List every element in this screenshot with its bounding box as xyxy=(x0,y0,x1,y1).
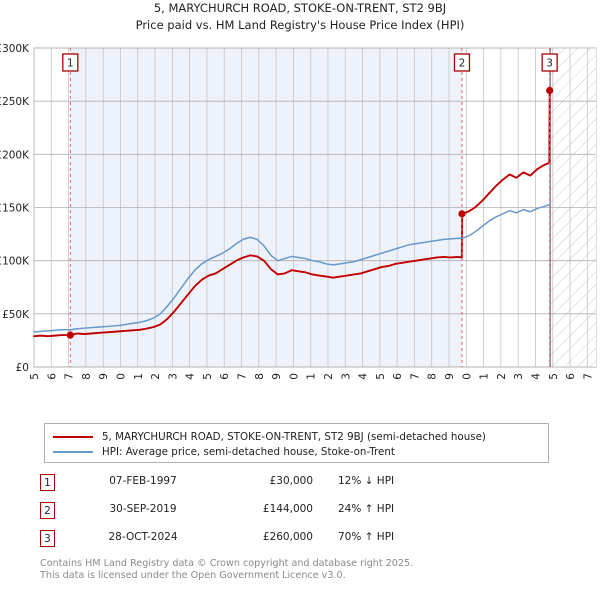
txn-price-3: £260,000 xyxy=(262,531,313,543)
x-axis-tick-label: 2012 xyxy=(323,373,335,380)
x-axis-tick-label: 2022 xyxy=(496,373,508,380)
series-line-property xyxy=(33,89,551,338)
x-axis-tick-label: 2016 xyxy=(392,373,404,380)
chart-plot-area: £0 £50K £100K £150K £200K £250K £300K 1995 1996 1… xyxy=(0,40,600,380)
x-axis-tick-label: 2020 xyxy=(461,373,473,380)
legend-item-property: 5, MARYCHURCH ROAD, STOKE-ON-TRENT, ST2 … xyxy=(53,429,540,444)
legend-label-property: 5, MARYCHURCH ROAD, STOKE-ON-TRENT, ST2 … xyxy=(102,430,486,443)
x-axis-tick-label: 2019 xyxy=(444,373,456,380)
x-axis-tick-label: 1997 xyxy=(64,373,76,380)
x-axis-tick-label: 2023 xyxy=(513,373,525,380)
x-axis-tick-label: 2003 xyxy=(167,373,179,380)
legend-item-hpi: HPI: Average price, semi-detached house,… xyxy=(53,444,540,459)
x-axis-tick-label: 2004 xyxy=(185,373,197,380)
x-axis-tick-label: 2014 xyxy=(358,373,370,380)
title-line-2: Price paid vs. HM Land Registry's House … xyxy=(135,18,465,32)
txn-date-1: 07-FEB-1997 xyxy=(109,475,177,487)
txn-hpi-delta-2: 24% ↑ HPI xyxy=(338,503,395,515)
x-axis-tick-label: 2001 xyxy=(133,373,145,380)
x-axis-tick-label: 2021 xyxy=(479,373,491,380)
x-axis-tick-label: 2002 xyxy=(150,373,162,380)
x-axis-tick-label: 2006 xyxy=(219,373,231,380)
txn-hpi-delta-1: 12% ↓ HPI xyxy=(338,475,395,487)
transaction-marker-badge-label: 2 xyxy=(459,58,466,70)
transaction-marker-badge xyxy=(453,53,471,72)
txn-price-2: £144,000 xyxy=(262,503,313,515)
transaction-marker-badge xyxy=(62,53,79,72)
y-axis-tick-label: £100K xyxy=(0,256,30,268)
y-axis-tick-label: £250K xyxy=(0,96,30,108)
x-axis-tick-label: 2000 xyxy=(115,373,127,380)
x-axis-tick-label: 1999 xyxy=(98,373,110,380)
x-axis-tick-label: 2005 xyxy=(202,373,214,380)
txn-index-badge-2: 2 xyxy=(40,502,55,519)
transaction-marker-dot xyxy=(66,331,74,339)
y-axis-tick-label: £150K xyxy=(0,203,30,215)
x-axis-tick-label: 2013 xyxy=(340,373,352,380)
footer-line-1: Contains HM Land Registry data © Crown c… xyxy=(40,558,414,569)
y-axis-tick-label: £300K xyxy=(0,43,30,55)
txn-index-badge-3: 3 xyxy=(40,530,55,547)
x-axis-tick-label: 2007 xyxy=(237,373,249,380)
table-row: 1 07-FEB-1997 £30,000 12% ↓ HPI xyxy=(40,472,460,500)
y-axis-tick-label: £0 xyxy=(16,362,29,374)
series-line-hpi xyxy=(33,203,551,333)
txn-date-2: 30-SEP-2019 xyxy=(109,503,177,515)
x-axis-tick-label: 2018 xyxy=(427,373,439,380)
transactions-table: 1 07-FEB-1997 £30,000 12% ↓ HPI 2 30-SEP… xyxy=(40,472,460,556)
chart-title: 5, MARYCHURCH ROAD, STOKE-ON-TRENT, ST2 … xyxy=(0,0,600,34)
x-axis-tick-label: 2010 xyxy=(288,373,300,380)
x-axis-tick-label: 1996 xyxy=(46,373,58,380)
price-history-chart: £0 £50K £100K £150K £200K £250K £300K 1995 1996 1… xyxy=(0,43,597,380)
txn-index-badge-1: 1 xyxy=(40,474,55,491)
x-axis-tick-label: 2008 xyxy=(254,373,266,380)
x-axis-tick-label: 2027 xyxy=(582,373,594,380)
transaction-marker-badge-label: 3 xyxy=(546,58,553,70)
x-axis-tick-label: 1998 xyxy=(81,373,93,380)
x-axis-tick-label: 2011 xyxy=(306,373,318,380)
y-axis-tick-label: £200K xyxy=(0,149,30,161)
transaction-marker-badge xyxy=(541,53,558,72)
txn-price-1: £30,000 xyxy=(269,475,313,487)
txn-hpi-delta-3: 70% ↑ HPI xyxy=(338,531,395,543)
legend-swatch-property xyxy=(53,435,93,438)
x-axis-tick-label: 2025 xyxy=(548,373,560,380)
y-axis-tick-label: £50K xyxy=(2,309,30,321)
x-axis-tick-label: 2015 xyxy=(375,373,387,380)
x-axis-tick-label: 2026 xyxy=(565,373,577,380)
x-axis-tick-label: 1995 xyxy=(29,373,41,380)
x-axis-tick-label: 2009 xyxy=(271,373,283,380)
table-row: 3 28-OCT-2024 £260,000 70% ↑ HPI xyxy=(40,528,460,556)
table-row: 2 30-SEP-2019 £144,000 24% ↑ HPI xyxy=(40,500,460,528)
x-axis-tick-label: 2017 xyxy=(409,373,421,380)
txn-date-3: 28-OCT-2024 xyxy=(108,531,178,543)
transaction-marker-dot xyxy=(546,86,554,95)
title-line-1: 5, MARYCHURCH ROAD, STOKE-ON-TRENT, ST2 … xyxy=(153,1,447,15)
chart-legend: 5, MARYCHURCH ROAD, STOKE-ON-TRENT, ST2 … xyxy=(44,423,549,463)
legend-label-hpi: HPI: Average price, semi-detached house,… xyxy=(102,445,395,458)
transaction-marker-badge-label: 1 xyxy=(67,58,74,70)
footer-attribution: Contains HM Land Registry data © Crown c… xyxy=(40,558,560,581)
transaction-marker-dot xyxy=(458,210,466,218)
footer-line-2: This data is licensed under the Open Gov… xyxy=(40,569,346,581)
legend-swatch-hpi xyxy=(53,450,93,453)
x-axis-tick-label: 2024 xyxy=(530,373,542,380)
